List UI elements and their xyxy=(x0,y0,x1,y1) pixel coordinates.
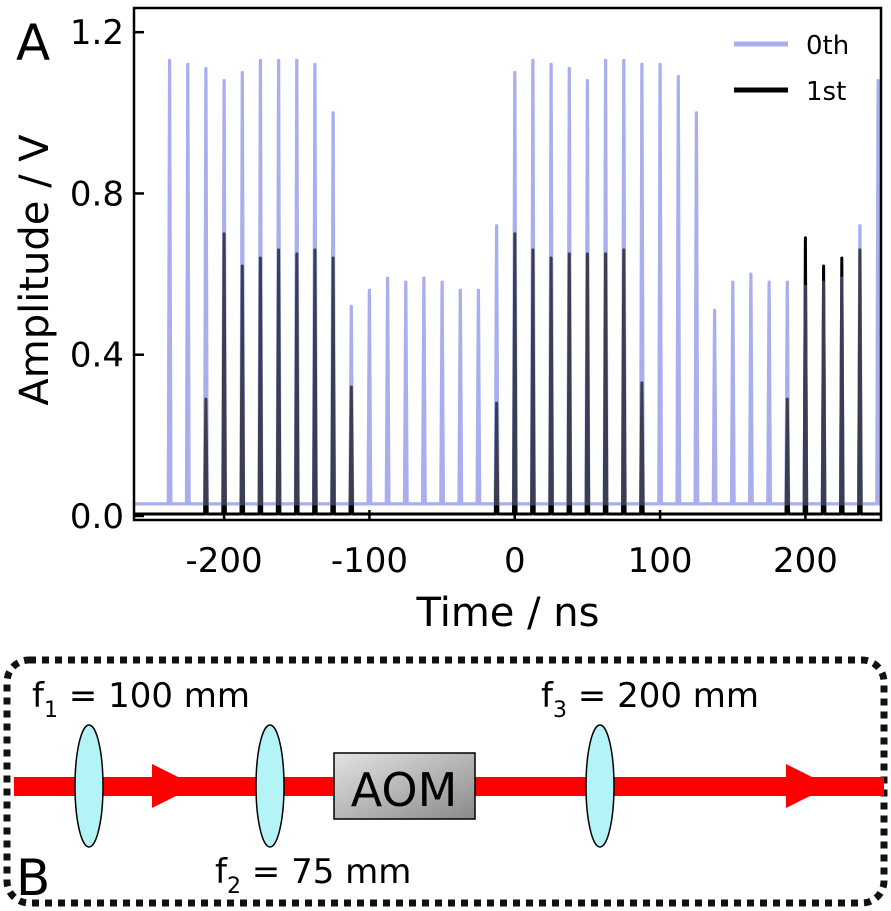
y-tick-label: 1.2 xyxy=(70,13,124,53)
y-axis: 0.0 0.4 0.8 1.2 xyxy=(70,13,144,537)
x-tick-label: 100 xyxy=(628,541,693,581)
lens-f3-label: f3 = 200 mm xyxy=(541,676,759,723)
x-tick-label: -100 xyxy=(331,541,408,581)
x-tick-label: 200 xyxy=(773,541,838,581)
aom-box xyxy=(333,752,476,820)
series-layer xyxy=(134,58,881,516)
aom-label: AOM xyxy=(351,763,458,817)
x-axis-label: Time / ns xyxy=(416,590,600,636)
plot-area xyxy=(132,6,883,522)
legend-label-0th: 0th xyxy=(806,31,849,61)
y-tick-label: 0.4 xyxy=(70,336,124,376)
legend: 0th 1st xyxy=(734,31,849,107)
panel-a: A 0.0 0.4 0.8 1.2 -200 -100 0 100 200 Amplitude… xyxy=(12,6,883,636)
x-tick-label: 0 xyxy=(504,541,526,581)
lens-f1-label: f1 = 100 mm xyxy=(32,676,250,723)
lens-f1 xyxy=(74,724,104,848)
lens-f3 xyxy=(585,724,615,848)
y-axis-label: Amplitude / V xyxy=(12,134,58,406)
plot-frame xyxy=(132,6,883,522)
x-tick-label: -200 xyxy=(186,541,263,581)
panel-a-label: A xyxy=(16,14,50,72)
panel-b: AOM f1 = 100 mm f2 = 75 mm f3 = 200 mm B xyxy=(3,656,888,907)
x-axis: -200 -100 0 100 200 xyxy=(186,510,838,581)
legend-label-1st: 1st xyxy=(806,77,846,107)
y-tick-label: 0.8 xyxy=(70,174,124,214)
lens-f2-label: f2 = 75 mm xyxy=(215,852,411,899)
series-0th-overlay xyxy=(134,58,881,506)
series-0th-line xyxy=(134,58,881,506)
beam-arrow-2 xyxy=(786,764,830,808)
y-tick-label: 0.0 xyxy=(70,497,124,537)
series-1st-line xyxy=(134,232,881,516)
lens-f2 xyxy=(255,724,285,848)
panel-b-label: B xyxy=(16,849,50,907)
beam-arrow-1 xyxy=(152,764,196,808)
